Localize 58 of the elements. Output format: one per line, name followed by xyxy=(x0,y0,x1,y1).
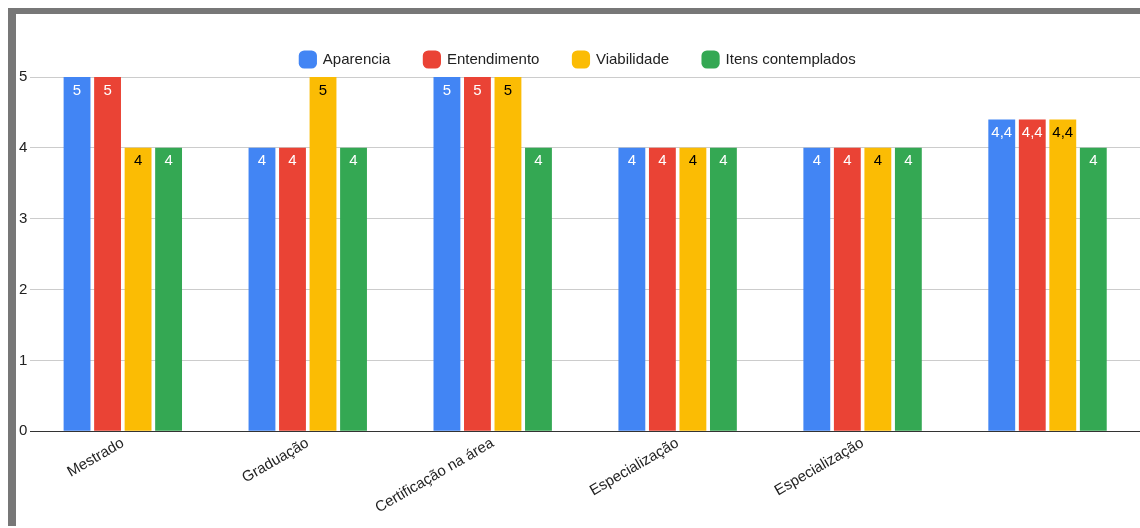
bar xyxy=(988,119,1016,431)
data-label: 4 xyxy=(257,151,267,169)
bar xyxy=(494,77,522,431)
data-label: 4 xyxy=(534,151,543,169)
bar xyxy=(248,147,276,431)
data-label: 5 xyxy=(503,80,513,98)
bar xyxy=(1049,119,1077,431)
bar xyxy=(155,147,183,431)
data-label: 4 xyxy=(688,151,698,169)
bar xyxy=(1018,119,1046,431)
data-label: 4 xyxy=(719,151,728,169)
data-label: 4,4 xyxy=(1052,123,1074,141)
data-label: 4,4 xyxy=(1021,123,1043,141)
bar xyxy=(864,147,892,431)
bar xyxy=(833,147,861,431)
data-label: 4 xyxy=(843,151,852,169)
data-label: 4 xyxy=(349,151,358,169)
legend-label: Itens contemplados xyxy=(725,49,856,67)
bar xyxy=(94,77,121,431)
bar xyxy=(803,147,831,431)
bar xyxy=(63,77,91,431)
y-tick-label: 1 xyxy=(19,350,28,368)
legend-label: Aparencia xyxy=(322,49,392,67)
data-label: 4 xyxy=(1089,151,1098,169)
bar xyxy=(340,147,367,431)
bar xyxy=(464,77,491,431)
bar xyxy=(124,147,152,431)
data-label: 4 xyxy=(904,151,913,169)
y-tick-label: 0 xyxy=(19,421,28,439)
bar xyxy=(894,147,922,431)
data-label: 5 xyxy=(473,80,482,98)
data-label: 4 xyxy=(164,151,173,169)
data-label: 5 xyxy=(72,80,82,98)
data-label: 4 xyxy=(133,151,143,169)
bar xyxy=(433,77,461,431)
y-tick-label: 4 xyxy=(19,138,28,155)
y-tick-label: 5 xyxy=(19,67,28,85)
data-label: 4 xyxy=(658,151,667,169)
legend-label: Entendimento xyxy=(446,49,540,67)
bar xyxy=(648,147,676,431)
data-label: 5 xyxy=(318,80,328,98)
y-tick-label: 3 xyxy=(19,208,28,226)
bar xyxy=(1079,147,1107,431)
data-label: 4,4 xyxy=(991,123,1013,141)
bar xyxy=(618,147,646,431)
bar xyxy=(679,147,707,431)
bar xyxy=(279,147,306,431)
data-label: 4 xyxy=(288,151,297,169)
bar xyxy=(309,77,337,431)
bar xyxy=(525,147,552,431)
data-label: 4 xyxy=(873,151,883,169)
legend-label: Viabilidade xyxy=(595,49,670,67)
data-label: 4 xyxy=(812,151,821,169)
y-tick-label: 2 xyxy=(19,279,28,297)
data-label: 5 xyxy=(103,80,112,98)
bar xyxy=(709,147,737,431)
data-label: 4 xyxy=(627,151,637,169)
data-label: 5 xyxy=(442,80,452,98)
